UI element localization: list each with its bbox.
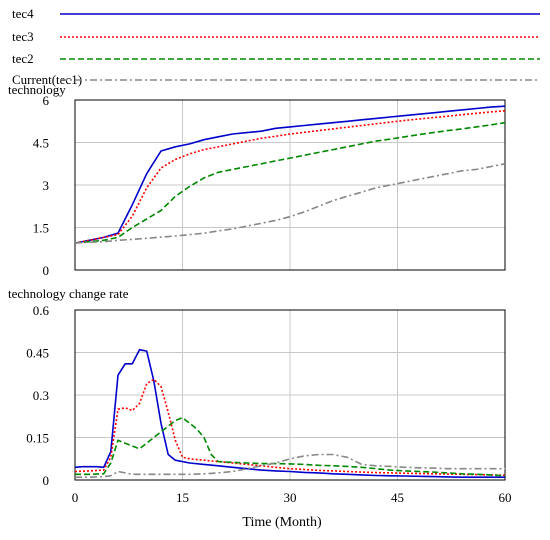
legend-label-current-tec1: Current(tec1) bbox=[12, 72, 82, 87]
chart2-x-tick-label-1: 15 bbox=[176, 490, 189, 505]
legend-label-tec4: tec4 bbox=[12, 6, 34, 21]
chart1-series-tec4 bbox=[74, 105, 506, 244]
technology-chart: technology 0 1.5 3 4.5 6 bbox=[8, 82, 506, 278]
chart2-plot-frame bbox=[74, 309, 506, 481]
chart1-series-tec3 bbox=[74, 110, 506, 244]
chart2-y-tick-label-1: 0.15 bbox=[26, 431, 49, 446]
legend-label-tec3: tec3 bbox=[12, 29, 34, 44]
chart2-title: technology change rate bbox=[8, 286, 129, 301]
legend: tec4 tec3 tec2 Current(tec1) bbox=[12, 6, 540, 87]
legend-label-tec2: tec2 bbox=[12, 51, 34, 66]
chart1-y-tick-label-0: 0 bbox=[43, 263, 50, 278]
chart1-series-tec2 bbox=[74, 121, 506, 244]
chart1-title: technology bbox=[8, 82, 66, 97]
chart2-x-tick-label-2: 30 bbox=[284, 490, 297, 505]
chart2-y-tick-label-3: 0.45 bbox=[26, 346, 49, 361]
chart1-y-tick-label-1: 1.5 bbox=[33, 221, 49, 236]
chart2-series-tec2 bbox=[75, 416, 506, 477]
chart1-series-current-tec1 bbox=[74, 163, 506, 244]
chart2-y-tick-label-2: 0.3 bbox=[33, 388, 49, 403]
chart2-y-tick-label-4: 0.6 bbox=[33, 303, 50, 318]
chart2-x-tick-label-0: 0 bbox=[72, 490, 79, 505]
chart2-series-tec4 bbox=[74, 348, 505, 479]
chart2-x-tick-label-4: 60 bbox=[499, 490, 512, 505]
technology-change-rate-chart: technology change rate 0 0.15 0.3 0.45 0.6 0 15… bbox=[8, 286, 512, 505]
chart1-y-tick-label-4: 6 bbox=[43, 93, 50, 108]
chart1-y-tick-label-3: 4.5 bbox=[33, 136, 49, 151]
x-axis-label: Time (Month) bbox=[242, 515, 322, 530]
chart2-y-tick-label-0: 0 bbox=[43, 473, 50, 488]
chart1-plot-frame bbox=[74, 99, 506, 271]
chart1-y-tick-label-2: 3 bbox=[43, 178, 50, 193]
chart2-x-tick-label-3: 45 bbox=[391, 490, 404, 505]
